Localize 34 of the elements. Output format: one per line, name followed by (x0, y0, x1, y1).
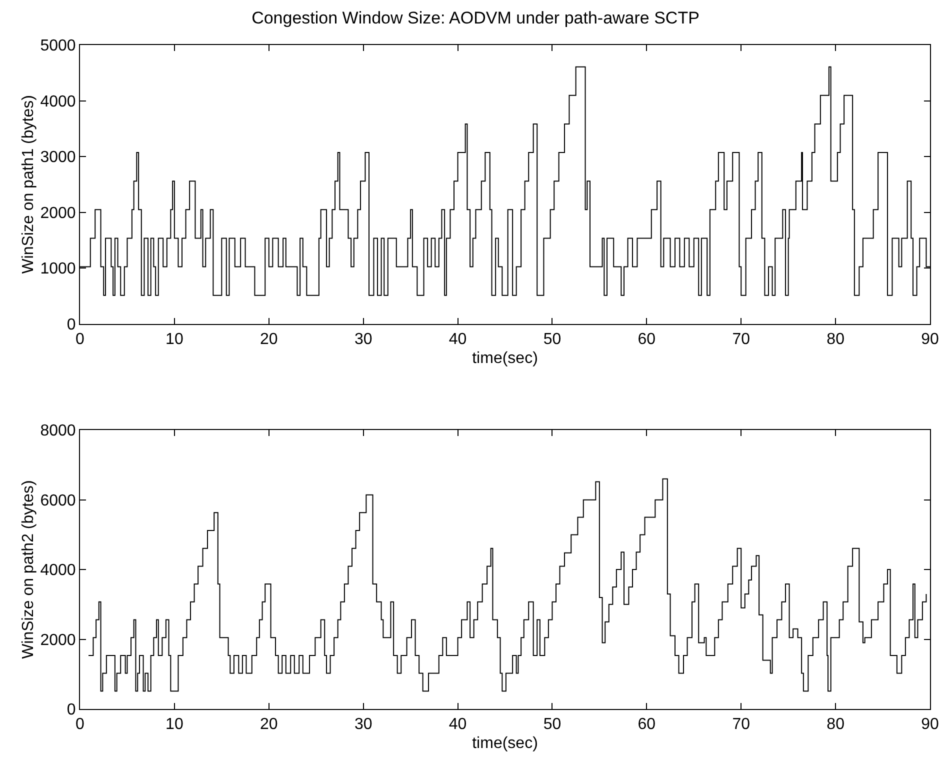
x-tick-label: 40 (448, 716, 467, 734)
y-tick-label: 0 (66, 702, 76, 719)
y-axis-title: WinSize on path2 (bytes) (20, 480, 38, 659)
x-tick-label: 80 (826, 331, 845, 348)
x-tick-label: 90 (921, 716, 939, 734)
x-tick-label: 50 (543, 716, 562, 734)
y-tick-label: 4000 (40, 562, 76, 580)
x-tick-label: 90 (921, 331, 939, 348)
y-tick-label: 0 (66, 316, 76, 334)
x-tick-label: 70 (732, 716, 750, 734)
x-tick-label: 10 (166, 331, 184, 348)
y-axis-title: WinSize on path1 (bytes) (20, 95, 38, 274)
x-tick-label: 20 (260, 716, 278, 734)
x-tick-label: 10 (166, 716, 184, 734)
x-tick-label: 60 (638, 331, 656, 348)
x-tick-label: 20 (260, 331, 278, 348)
y-tick-label: 1000 (40, 260, 76, 278)
x-tick-label: 50 (543, 331, 562, 348)
y-tick-label: 2000 (40, 632, 76, 649)
y-tick-label: 5000 (40, 38, 76, 55)
x-axis-title: time(sec) (472, 350, 538, 367)
y-tick-label: 3000 (40, 149, 76, 166)
y-tick-label: 2000 (40, 204, 76, 222)
y-tick-label: 8000 (40, 422, 76, 440)
y-tick-label: 6000 (40, 492, 76, 510)
x-tick-label: 40 (448, 331, 467, 348)
y-tick-label: 4000 (40, 93, 76, 110)
chart-title: Congestion Window Size: AODVM under path-aware SCTP (252, 8, 700, 28)
x-tick-label: 30 (354, 716, 372, 734)
x-axis-title: time(sec) (472, 734, 538, 752)
x-tick-label: 80 (826, 716, 845, 734)
x-tick-label: 30 (354, 331, 372, 348)
x-tick-label: 70 (732, 331, 750, 348)
x-tick-label: 60 (638, 716, 656, 734)
